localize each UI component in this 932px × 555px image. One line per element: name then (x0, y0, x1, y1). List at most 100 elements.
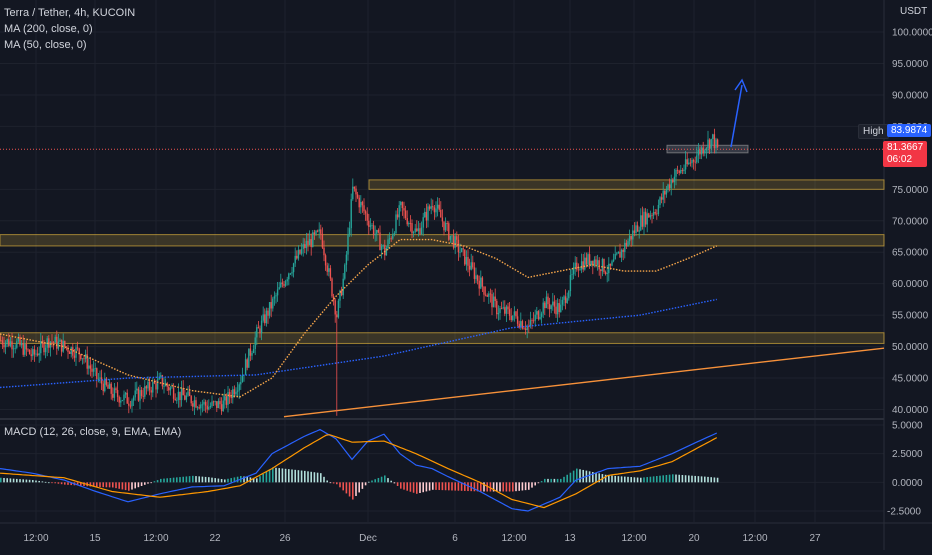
candle-body (611, 261, 613, 266)
candle-body (548, 304, 551, 310)
candle-body (515, 311, 517, 317)
macd-hist-bar (252, 477, 255, 483)
candle-body (76, 347, 79, 349)
candle-body (307, 240, 309, 245)
candle-body (419, 228, 421, 235)
candle-body (552, 301, 554, 306)
candle-body (120, 400, 122, 403)
candle-body (384, 245, 386, 256)
candle-body (256, 327, 258, 338)
candle-body (609, 263, 612, 266)
candle-body (38, 353, 40, 356)
candle-body (56, 336, 58, 349)
ma50-legend[interactable]: MA (50, close, 0) (4, 39, 87, 51)
candle-body (97, 378, 100, 380)
macd-hist-bar (384, 475, 386, 483)
candle-body (236, 390, 239, 392)
macd-hist-bar (188, 476, 191, 483)
macd-hist-bar (649, 476, 652, 483)
macd-hist-bar (499, 482, 501, 492)
candle-body (465, 256, 468, 265)
candle-body (689, 162, 692, 164)
candle-body (70, 347, 72, 354)
candle-body (329, 268, 332, 279)
candle-body (289, 273, 292, 275)
candle-body (417, 228, 420, 232)
candle-body (404, 210, 407, 219)
macd-hist-bar (387, 478, 389, 483)
macd-hist-bar (681, 474, 684, 483)
candle-body (65, 346, 68, 348)
candle-body (105, 378, 108, 385)
macd-hist-bar (435, 482, 437, 490)
macd-hist-bar (307, 471, 309, 483)
macd-hist-bar (656, 476, 658, 483)
candle-body (345, 254, 348, 265)
candle-body (81, 358, 84, 360)
macd-hist-bar (704, 476, 706, 483)
candle-body (704, 150, 706, 154)
macd-legend[interactable]: MACD (12, 26, close, 9, EMA, EMA) (4, 426, 182, 438)
candle-body (284, 281, 287, 286)
candle-body (64, 340, 66, 347)
macd-hist-bar (358, 482, 360, 493)
candle-body (491, 294, 493, 308)
macd-hist-bar (214, 478, 216, 483)
candle-body (299, 249, 301, 254)
macd-hist-bar (41, 481, 44, 483)
candle-body (476, 275, 479, 281)
candle-body (195, 400, 197, 408)
symbol-legend[interactable]: Terra / Tether, 4h, KUCOIN (4, 7, 136, 19)
candle-body (622, 249, 624, 252)
candle-body (187, 391, 189, 396)
candle-body (667, 184, 669, 190)
bar-countdown: 06:02 (887, 154, 913, 165)
candle-body (350, 199, 352, 229)
candle-body (180, 388, 183, 401)
candle-body (214, 401, 216, 403)
candle-body (449, 235, 452, 240)
time-tick-label: 26 (279, 533, 291, 544)
price-tick-label: 70.0000 (892, 216, 929, 227)
candle-body (411, 223, 413, 234)
current-price-value: 81.3667 (887, 142, 924, 153)
candle-body (161, 375, 164, 387)
candle-body (393, 232, 396, 234)
candle-body (496, 300, 498, 315)
candle-body (185, 395, 188, 400)
candle-body (112, 393, 114, 398)
macd-hist-bar (198, 476, 200, 483)
candle-body (310, 239, 312, 248)
candle-body (598, 260, 600, 270)
candle-body (630, 235, 632, 240)
candle-body (230, 396, 232, 399)
candle-body (193, 400, 196, 407)
candle-body (57, 341, 60, 349)
ma200-legend[interactable]: MA (200, close, 0) (4, 23, 93, 35)
candle-body (686, 159, 688, 165)
macd-hist-bar (480, 482, 482, 492)
candle-body (24, 343, 26, 355)
macd-hist-bar (380, 476, 383, 483)
candle-body (153, 382, 156, 384)
candle-body (192, 403, 194, 407)
macd-hist-bar (579, 469, 581, 483)
macd-hist-bar (304, 470, 306, 483)
macd-hist-bar (582, 469, 584, 483)
candle-body (14, 347, 16, 349)
candle-body (409, 223, 412, 224)
candle-body (564, 296, 567, 303)
candle-body (486, 295, 488, 297)
candle-body (518, 323, 520, 328)
arrow-head (734, 78, 748, 93)
currency-label[interactable]: USDT (900, 6, 928, 17)
candle-body (355, 188, 357, 195)
candle-body (436, 204, 439, 209)
candle-body (67, 347, 69, 352)
candle-body (382, 245, 384, 247)
candle-body (121, 400, 124, 401)
candle-body (510, 315, 512, 321)
candle-body (99, 377, 101, 379)
